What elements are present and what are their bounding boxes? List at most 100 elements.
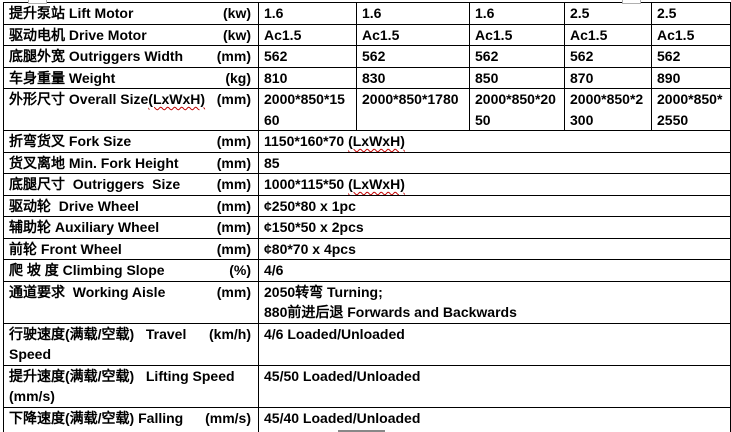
value-cell[interactable]: 2000*850*2300 <box>564 88 652 131</box>
value-cell[interactable]: 890 <box>651 66 731 89</box>
row-label-text: 行驶速度(满载/空载) Travel Speed <box>9 325 191 363</box>
row-label-spellcheck: (LxWxH) <box>148 91 206 107</box>
row-unit: (mm) <box>216 154 251 171</box>
row-label-auxiliary-wheel[interactable]: (mm) 辅助轮 Auxiliary Wheel <box>3 216 259 239</box>
cell-value: 1.6 <box>475 5 495 21</box>
cell-value-spellcheck: (LxWxH) <box>348 176 405 192</box>
cell-value: 2050转弯 Turning; 880前进后退 Forwards and Bac… <box>264 283 517 321</box>
row-label-falling-speed[interactable]: (mm/s) 下降速度(满载/空载) Falling Speed <box>3 406 259 432</box>
row-label-text: 爬 坡 度 Climbing Slope <box>9 262 165 278</box>
table-row: (mm) 辅助轮 Auxiliary Wheel ¢150*50 x 2pcs <box>3 216 731 239</box>
cell-value: 562 <box>570 48 594 64</box>
value-cell[interactable]: 562 <box>651 45 731 68</box>
value-cell-merged[interactable]: 4/6 <box>258 259 731 282</box>
value-cell-merged[interactable]: 4/6 Loaded/Unloaded <box>258 322 731 366</box>
value-cell[interactable]: Ac1.5 <box>651 23 731 46</box>
cell-value: 2000*850*2300 <box>570 91 644 128</box>
value-cell[interactable]: Ac1.5 <box>469 23 565 46</box>
cell-value: ¢150*50 x 2pcs <box>264 219 364 235</box>
row-label-working-aisle[interactable]: (mm) 通道要求 Working Aisle <box>3 280 259 324</box>
row-label-text: 折弯货叉 Fork Size <box>9 133 132 149</box>
value-cell-merged[interactable]: 1000*115*50 (LxWxH) <box>258 173 731 196</box>
row-unit: (mm) <box>216 133 251 149</box>
value-cell-merged[interactable]: 85 <box>258 151 731 174</box>
cell-value: 1000*115*50 <box>264 176 349 192</box>
row-label-weight[interactable]: (kg) 车身重量 Weight <box>3 66 259 89</box>
row-label-text: 外形尺寸 Overall Size <box>9 91 149 107</box>
value-cell[interactable]: 870 <box>564 66 652 89</box>
value-cell-merged[interactable]: ¢80*70 x 4pcs <box>258 237 731 260</box>
row-label-text: 前轮 Front Wheel <box>9 240 122 257</box>
cell-value: Ac1.5 <box>264 26 302 43</box>
row-label-text: 提升速度(满载/空载) Lifting Speed (mm/s) <box>9 367 235 405</box>
value-cell[interactable]: 810 <box>258 66 357 89</box>
table-row: (mm) 折弯货叉 Fork Size 1150*160*70 (LxWxH) <box>3 130 731 153</box>
table-row: (mm/s) 下降速度(满载/空载) Falling Speed 45/40 Lo… <box>3 406 731 432</box>
row-label-lift-motor[interactable]: (kw) 提升泵站 Lift Motor <box>3 2 259 25</box>
value-cell[interactable]: 562 <box>258 45 357 68</box>
value-cell-merged[interactable]: 1150*160*70 (LxWxH) <box>258 130 731 153</box>
table-row: (mm) 货叉离地 Min. Fork Height 85 <box>3 151 731 174</box>
value-cell[interactable]: 2000*850*1560 <box>258 88 357 131</box>
value-cell[interactable]: 2000*850*1780 <box>356 88 470 131</box>
value-cell-merged[interactable]: 2050转弯 Turning; 880前进后退 Forwards and Bac… <box>258 280 731 324</box>
value-cell[interactable]: 2000*850*2050 <box>469 88 565 131</box>
cell-value: 2000*850*2050 <box>475 91 556 128</box>
row-label-outriggers-width[interactable]: (mm) 底腿外宽 Outriggers Width <box>3 45 259 68</box>
value-cell[interactable]: 562 <box>356 45 470 68</box>
value-cell[interactable]: 850 <box>469 66 565 89</box>
cell-value: 830 <box>362 69 386 86</box>
cell-value: Ac1.5 <box>570 26 608 43</box>
value-cell[interactable]: 562 <box>564 45 652 68</box>
value-cell[interactable]: 1.6 <box>469 2 565 25</box>
value-cell[interactable]: Ac1.5 <box>258 23 357 46</box>
cell-value: 45/50 Loaded/Unloaded <box>264 367 421 384</box>
ruler-column-marker[interactable] <box>28 0 47 4</box>
value-cell[interactable]: 830 <box>356 66 470 89</box>
table-row: (mm) 通道要求 Working Aisle 2050转弯 Turning; 8… <box>3 280 731 324</box>
row-unit: (mm) <box>216 240 251 257</box>
value-cell[interactable]: 2000*850*2550 <box>651 88 731 131</box>
row-label-overall-size[interactable]: (mm) 外形尺寸 Overall Size(LxWxH) <box>3 88 259 131</box>
table-row: (mm) 前轮 Front Wheel ¢80*70 x 4pcs <box>3 237 731 260</box>
value-cell[interactable]: Ac1.5 <box>356 23 470 46</box>
cell-value: 45/40 Loaded/Unloaded <box>264 409 421 426</box>
table-row: (%) 爬 坡 度 Climbing Slope 4/6 <box>3 259 731 282</box>
value-cell-merged[interactable]: ¢150*50 x 2pcs <box>258 216 731 239</box>
row-unit: (km/h) <box>209 325 251 342</box>
row-label-min-fork-height[interactable]: (mm) 货叉离地 Min. Fork Height <box>3 151 259 174</box>
row-unit: (mm) <box>216 91 251 107</box>
row-label-drive-wheel[interactable]: (mm) 驱动轮 Drive Wheel <box>3 194 259 217</box>
row-label-text: 驱动电机 Drive Motor <box>9 26 147 43</box>
row-label-travel-speed[interactable]: (km/h) 行驶速度(满载/空载) Travel Speed <box>3 322 259 366</box>
value-cell[interactable]: Ac1.5 <box>564 23 652 46</box>
table-row: (mm) 外形尺寸 Overall Size(LxWxH) 2000*850*15… <box>3 88 731 131</box>
row-label-climbing-slope[interactable]: (%) 爬 坡 度 Climbing Slope <box>3 259 259 282</box>
row-label-text: 车身重量 Weight <box>9 69 116 86</box>
value-cell-merged[interactable]: ¢250*80 x 1pc <box>258 194 731 217</box>
cell-value: Ac1.5 <box>475 26 513 43</box>
cell-value: 1.6 <box>264 5 284 21</box>
row-label-text: 辅助轮 Auxiliary Wheel <box>9 219 160 235</box>
row-label-lifting-speed[interactable]: 提升速度(满载/空载) Lifting Speed (mm/s) <box>3 364 259 408</box>
row-unit: (kg) <box>225 69 251 86</box>
ruler-column-marker[interactable] <box>622 0 641 4</box>
scrollbar-thumb[interactable] <box>338 430 385 432</box>
value-cell[interactable]: 2.5 <box>564 2 652 25</box>
value-cell[interactable]: 2.5 <box>651 2 731 25</box>
row-unit: (kw) <box>223 5 251 21</box>
row-unit: (%) <box>229 262 251 278</box>
row-label-drive-motor[interactable]: (kw) 驱动电机 Drive Motor <box>3 23 259 46</box>
row-label-outriggers-size[interactable]: (mm) 底腿尺寸 Outriggers Size <box>3 173 259 196</box>
table-row: (kg) 车身重量 Weight 810 830 850 870 890 <box>3 66 731 89</box>
row-label-fork-size[interactable]: (mm) 折弯货叉 Fork Size <box>3 130 259 153</box>
value-cell-merged[interactable]: 45/40 Loaded/Unloaded <box>258 406 731 432</box>
value-cell[interactable]: 562 <box>469 45 565 68</box>
cell-value: Ac1.5 <box>657 26 695 43</box>
value-cell[interactable]: 1.6 <box>258 2 357 25</box>
value-cell[interactable]: 1.6 <box>356 2 470 25</box>
cell-value: Ac1.5 <box>362 26 400 43</box>
value-cell-merged[interactable]: 45/50 Loaded/Unloaded <box>258 364 731 408</box>
row-label-front-wheel[interactable]: (mm) 前轮 Front Wheel <box>3 237 259 260</box>
